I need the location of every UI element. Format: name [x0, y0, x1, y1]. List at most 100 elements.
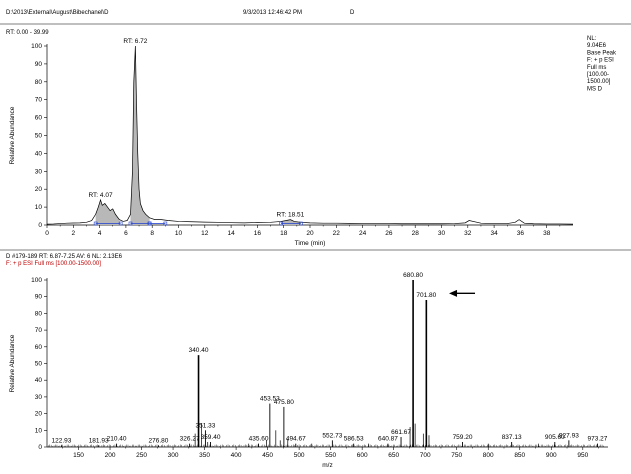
- chromatogram-x-tick-label: 12: [201, 230, 209, 237]
- chromatogram-x-tick-label: 2: [71, 230, 75, 237]
- spectrum-plot: 0 10 20 30 40 50 60 70 80 90 100 150 200 250 300 350 400…: [9, 272, 608, 469]
- chromatogram-x-tick-label: 26: [385, 230, 393, 237]
- spectrum-x-tick-label: 850: [514, 452, 525, 459]
- chromatogram-x-tick-label: 28: [412, 230, 420, 237]
- chromatogram-x-tick-label: 24: [359, 230, 367, 237]
- spectrum-peak-label: 759.20: [453, 434, 473, 441]
- spectrum-x-tick-label: 900: [546, 452, 557, 459]
- spectrum-peak-label: 661.67: [391, 429, 411, 436]
- spectrum-peak-label: 837.13: [502, 434, 522, 441]
- spectrum-y-tick-label: 20: [35, 411, 43, 418]
- spectrum-x-tick-label: 950: [577, 452, 588, 459]
- spectrum-y-tick-label: 60: [35, 344, 43, 351]
- chromatogram-info-line: 9.04E6: [587, 43, 607, 49]
- spectrum-x-tick-label: 500: [294, 452, 305, 459]
- spectrum-x-tick-label: 400: [231, 452, 242, 459]
- spectrum-peak-label: 435.60: [249, 436, 269, 443]
- chromatogram-x-tick-label: 20: [306, 230, 314, 237]
- chromatogram-x-tick-label: 0: [45, 230, 49, 237]
- chromatogram-info-line: [100.00-: [587, 72, 609, 78]
- spectrum-x-tick-label: 600: [357, 452, 368, 459]
- chromatogram-info-line: Full ms: [587, 65, 606, 71]
- chromatogram-title: RT: 0.00 - 39.99: [6, 30, 49, 36]
- integration-marker: [118, 221, 123, 226]
- spectrum-peak-label: 973.27: [588, 436, 608, 443]
- spectrum-peak-label: 586.53: [344, 436, 364, 443]
- chromatogram-trace: [46, 45, 574, 225]
- spectrum-y-tick-label: 100: [31, 277, 42, 284]
- chromatogram-y-tick-label: 80: [35, 79, 43, 86]
- arrow-annotation-head: [449, 289, 458, 297]
- chromatogram-y-tick-label: 40: [35, 150, 43, 157]
- spectrum-peak-label: 640.87: [378, 436, 398, 443]
- chromatogram-y-tick-label: 100: [31, 43, 42, 50]
- spectrum-y-label: Relative Abundance: [9, 334, 16, 392]
- spectrum-peak-label: 276.80: [148, 437, 168, 444]
- chromatogram-y-tick-label: 10: [35, 204, 43, 211]
- spectrum-y-tick-label: 30: [35, 394, 43, 401]
- peak-area-4-07: [95, 199, 121, 225]
- peak-area-6-72: [130, 46, 150, 225]
- chromatogram-x-tick-label: 36: [517, 230, 525, 237]
- spectrum-peak-label: 453.53: [260, 396, 280, 403]
- chromatogram-x-tick-label: 4: [98, 230, 102, 237]
- spectrum-filter: F: + p ESI Full ms [100.00-1500.00]: [6, 261, 101, 267]
- chromatogram-x-tick-label: 22: [333, 230, 341, 237]
- chromatogram-peak-label: RT: 4.07: [88, 192, 112, 199]
- spectrum-peak-label: 680.80: [403, 272, 423, 279]
- chromatogram-info-line: MS D: [587, 86, 603, 92]
- spectrum-x-tick-label: 250: [136, 452, 147, 459]
- spectrum-y-tick-label: 50: [35, 361, 43, 368]
- spectrum-y-tick-label: 10: [35, 427, 43, 434]
- chromatogram-info-line: F: + p ESI: [587, 58, 614, 64]
- chromatogram-info-line: Base Peak: [587, 50, 617, 56]
- spectrum-peak-label: 326.27: [180, 436, 200, 443]
- chromatogram-info-line: 1500.00]: [587, 79, 611, 85]
- chromatogram-peak-label: RT: 18.51: [277, 212, 305, 219]
- spectrum-x-tick-label: 550: [325, 452, 336, 459]
- chromatogram-y-tick-label: 30: [35, 168, 43, 175]
- chromatogram-y-tick-label: 0: [38, 222, 42, 229]
- integration-marker: [279, 221, 283, 226]
- peak-area-18-51: [281, 219, 301, 225]
- spectrum-x-tick-label: 200: [105, 452, 116, 459]
- spectrum-x-label: m/z: [322, 462, 332, 469]
- spectrum-peak-label: 340.40: [189, 347, 209, 354]
- chromatogram-x-tick-label: 34: [490, 230, 498, 237]
- spectrum-x-tick-label: 700: [420, 452, 431, 459]
- spectrum-peak-label: 359.40: [201, 434, 221, 441]
- spectrum-peak-label: 701.80: [416, 292, 436, 299]
- chromatogram-info-line: NL:: [587, 36, 597, 42]
- spectrum-peak-label: 181.93: [89, 437, 109, 444]
- spectrum-peak-label: 927.93: [559, 432, 579, 439]
- chromatogram-x-tick-label: 16: [254, 230, 262, 237]
- spectrum-x-tick-label: 450: [262, 452, 273, 459]
- spectrum-peak-label: 122.93: [52, 437, 72, 444]
- chromatogram-x-tick-label: 10: [175, 230, 183, 237]
- chromatogram-y-tick-label: 50: [35, 133, 43, 140]
- integration-marker: [163, 221, 168, 226]
- spectrum-y-tick-label: 90: [35, 294, 43, 301]
- spectrum-x-tick-label: 750: [451, 452, 462, 459]
- spectrum-y-tick-label: 70: [35, 327, 43, 334]
- spectrum-peak-label: 210.40: [107, 436, 127, 443]
- spectrum-peak-label: 905.60: [545, 434, 565, 441]
- spectrum-peak-label: 552.73: [322, 432, 342, 439]
- chromatogram-y-label: Relative Abundance: [9, 106, 16, 164]
- spectrum-y-tick-label: 0: [38, 444, 42, 451]
- chromatogram-y-tick-label: 70: [35, 97, 43, 104]
- chromatogram-x-tick-label: 38: [543, 230, 551, 237]
- spectrum-x-tick-label: 650: [388, 452, 399, 459]
- chromatogram-x-tick-label: 6: [124, 230, 128, 237]
- chromatogram-x-tick-label: 30: [438, 230, 446, 237]
- chromatogram-y-tick-label: 90: [35, 61, 43, 68]
- integration-marker: [298, 221, 303, 226]
- integration-marker: [93, 221, 98, 226]
- spectrum-x-tick-label: 800: [483, 452, 494, 459]
- chromatogram-x-tick-label: 8: [150, 230, 154, 237]
- chromatogram-peak-label: RT: 6.72: [123, 38, 147, 45]
- chromatogram-y-tick-label: 20: [35, 186, 43, 193]
